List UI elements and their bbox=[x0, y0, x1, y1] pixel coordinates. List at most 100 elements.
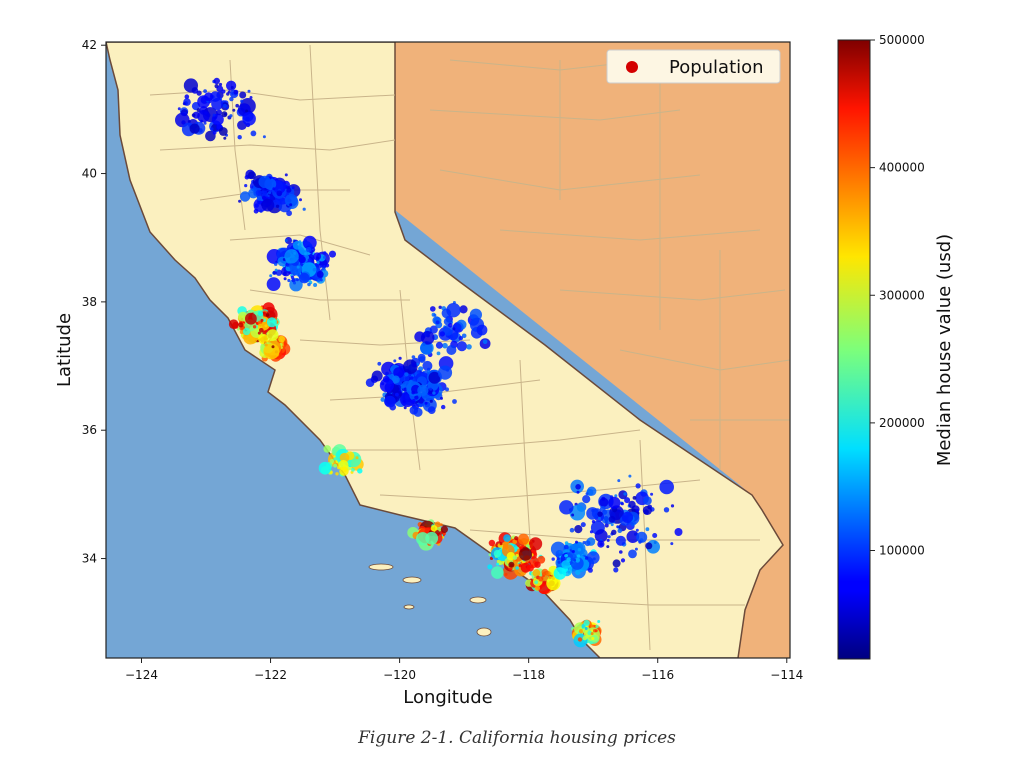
scatter-point bbox=[257, 331, 261, 335]
scatter-point bbox=[291, 186, 295, 190]
scatter-point bbox=[635, 483, 641, 489]
scatter-point bbox=[606, 545, 610, 549]
y-tick-label: 42 bbox=[82, 38, 97, 52]
scatter-point bbox=[659, 479, 674, 495]
scatter-point bbox=[612, 559, 621, 568]
scatter-point bbox=[384, 395, 396, 408]
scatter-point bbox=[323, 445, 332, 453]
scatter-point bbox=[499, 542, 503, 546]
scatter-point bbox=[258, 175, 271, 189]
scatter-point bbox=[590, 624, 594, 629]
scatter-point bbox=[323, 251, 327, 255]
scatter-point bbox=[313, 283, 318, 287]
scatter-point bbox=[476, 324, 488, 336]
scatter-point bbox=[316, 270, 324, 278]
scatter-point bbox=[197, 110, 210, 123]
scatter-point bbox=[274, 262, 278, 266]
scatter-point bbox=[242, 327, 251, 336]
scatter-point bbox=[621, 511, 634, 523]
scatter-point bbox=[211, 113, 224, 126]
scatter-point bbox=[441, 404, 446, 410]
scatter-point bbox=[183, 78, 198, 93]
scatter-point bbox=[604, 520, 608, 524]
scatter-point bbox=[239, 91, 247, 99]
scatter-point bbox=[266, 329, 279, 341]
scatter-point bbox=[227, 90, 231, 94]
scatter-point bbox=[264, 190, 267, 194]
scatter-point bbox=[228, 319, 239, 330]
scatter-point bbox=[590, 634, 599, 643]
scatter-point bbox=[302, 207, 306, 211]
scatter-point bbox=[204, 92, 214, 102]
scatter-point bbox=[583, 619, 590, 627]
scatter-point bbox=[261, 198, 275, 212]
scatter-point bbox=[191, 113, 196, 117]
scatter-point bbox=[488, 553, 492, 557]
scatter-point bbox=[537, 555, 546, 564]
scatter-point bbox=[335, 472, 339, 476]
scatter-point bbox=[289, 203, 293, 207]
scatter-point bbox=[262, 135, 266, 139]
scatter-point bbox=[614, 494, 618, 498]
scatter-point bbox=[274, 268, 278, 272]
scatter-point bbox=[252, 325, 257, 329]
scatter-point bbox=[393, 359, 397, 363]
scatter-point bbox=[404, 372, 409, 377]
scatter-point bbox=[670, 504, 675, 508]
x-tick-label: −116 bbox=[641, 668, 674, 682]
x-axis-label: Longitude bbox=[403, 687, 493, 708]
scatter-point bbox=[247, 89, 251, 93]
scatter-point bbox=[623, 492, 627, 496]
scatter-point bbox=[541, 568, 549, 576]
scatter-point bbox=[439, 331, 445, 337]
scatter-point bbox=[515, 566, 519, 570]
scatter-point bbox=[221, 111, 228, 118]
scatter-point bbox=[564, 544, 569, 550]
scatter-point bbox=[268, 191, 272, 195]
scatter-point bbox=[445, 387, 449, 392]
scatter-point bbox=[391, 375, 400, 384]
scatter-point bbox=[264, 343, 268, 347]
scatter-point bbox=[534, 585, 541, 591]
scatter-point bbox=[613, 567, 619, 573]
scatter-point bbox=[248, 171, 256, 180]
figure-caption: Figure 2-1. California housing prices bbox=[358, 728, 676, 748]
scatter-point bbox=[422, 342, 426, 346]
scatter-point bbox=[585, 556, 589, 560]
scatter-point bbox=[459, 305, 468, 314]
scatter-point bbox=[594, 529, 608, 543]
scatter-point bbox=[284, 194, 298, 207]
scatter-point bbox=[482, 339, 488, 345]
scatter-point bbox=[316, 256, 320, 260]
scatter-point bbox=[626, 530, 640, 543]
scatter-point bbox=[488, 539, 496, 547]
legend: Population bbox=[606, 49, 781, 84]
scatter-point bbox=[573, 558, 577, 562]
scatter-point bbox=[587, 567, 593, 573]
scatter-point bbox=[611, 529, 617, 535]
scatter-point bbox=[615, 535, 626, 546]
scatter-point bbox=[269, 274, 273, 278]
scatter-point bbox=[452, 327, 456, 331]
scatter-point bbox=[604, 523, 609, 528]
scatter-point bbox=[437, 365, 453, 380]
scatter-point bbox=[285, 237, 292, 244]
scatter-point bbox=[237, 135, 242, 140]
scatter-point bbox=[589, 530, 594, 534]
scatter-point bbox=[427, 406, 436, 414]
scatter-point bbox=[255, 189, 262, 196]
scatter-point bbox=[439, 531, 443, 535]
scatter-point bbox=[448, 323, 453, 328]
scatter-point bbox=[398, 356, 402, 360]
scatter-point bbox=[458, 336, 463, 341]
scatter-point bbox=[377, 361, 382, 366]
scatter-point bbox=[553, 567, 567, 580]
scatter-point bbox=[429, 325, 438, 334]
scatter-point bbox=[546, 576, 561, 591]
scatter-point bbox=[298, 256, 306, 264]
y-tick-label: 34 bbox=[82, 552, 97, 566]
scatter-point bbox=[670, 542, 674, 546]
scatter-point bbox=[295, 278, 299, 282]
scatter-point bbox=[283, 271, 287, 276]
